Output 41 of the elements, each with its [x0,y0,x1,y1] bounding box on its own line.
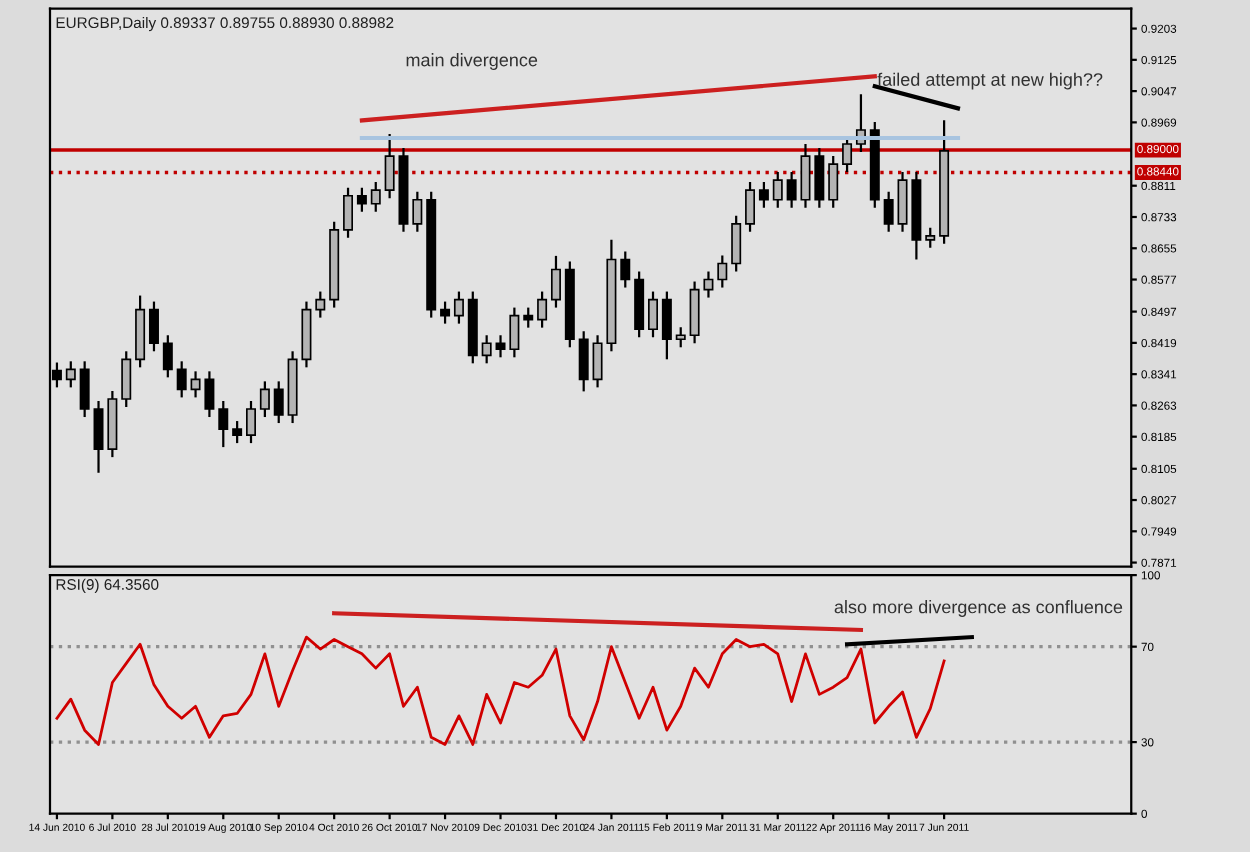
annotation: main divergence [406,53,538,70]
line-series [55,635,946,746]
candlestick [246,399,256,445]
annotation: also more divergence as confluence [834,600,1123,617]
candlestick [578,330,589,393]
candlestick [814,146,825,209]
candlestick [453,290,464,325]
candlestick [717,254,728,289]
candlestick [315,290,326,319]
candlestick [648,290,658,339]
annotation: failed attempt at new high?? [877,72,1103,90]
candlestick [440,300,451,325]
candlestick [883,190,894,233]
candlestick [925,226,936,249]
candlestick [731,214,742,273]
candlestick [675,326,686,349]
candlestick [218,399,229,449]
candlestick [537,290,548,329]
candlestick [661,290,672,361]
candlestick [550,254,561,309]
candlestick [481,334,492,365]
candlestick [148,300,159,353]
candlestick [842,134,853,174]
candlestick [745,181,756,233]
candlestick [620,250,631,289]
candlestick [758,181,769,209]
candlestick [772,170,783,209]
candlestick [828,154,839,209]
candlestick [232,419,243,445]
candlestick [370,181,381,213]
candlestick [523,306,534,329]
candlestick [121,350,132,409]
candlestick [176,360,187,399]
candlestick [412,190,423,233]
candlestick [259,380,270,419]
candlestick [162,334,173,379]
candlestick [356,186,367,213]
candlestick [79,360,90,419]
candlestick [343,186,354,239]
candlestick [65,360,76,389]
candlestick [273,380,284,425]
